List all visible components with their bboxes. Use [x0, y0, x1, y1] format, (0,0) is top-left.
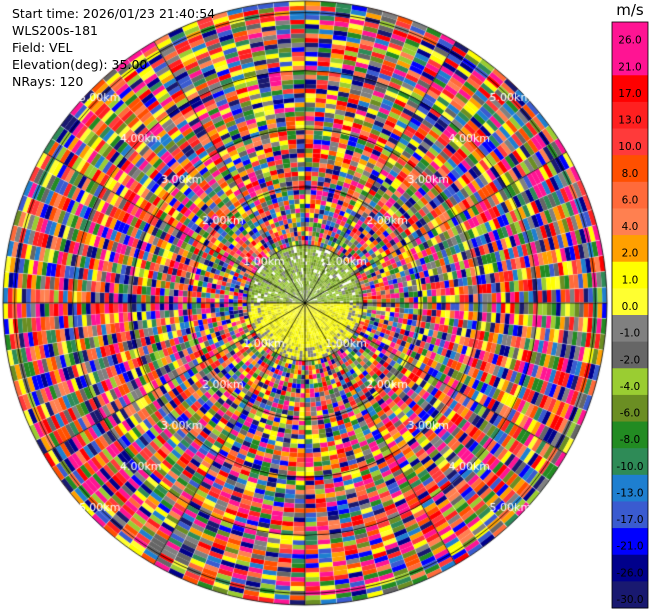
colorbar-tick-label: 1.0: [622, 274, 639, 286]
start-time-label: Start time: 2026/01/23 21:40:54: [12, 6, 216, 21]
colorbar-swatch: [612, 421, 648, 449]
colorbar-tick-label: -10.0: [616, 461, 643, 473]
colorbar-swatch: [612, 448, 648, 476]
colorbar-tick-label: -6.0: [620, 408, 641, 420]
colorbar-swatch: [612, 208, 648, 236]
colorbar-swatch: [612, 155, 648, 183]
colorbar-swatch: [612, 554, 648, 582]
colorbar-tick-label: -30.0: [616, 594, 643, 606]
colorbar-tick-label: -21.0: [616, 541, 643, 553]
ppi-velocity-plot: [0, 0, 610, 610]
colorbar-tick-label: 8.0: [622, 168, 639, 180]
colorbar-tick-label: -17.0: [616, 514, 643, 526]
colorbar-swatch: [612, 501, 648, 529]
colorbar-tick-label: 17.0: [618, 88, 641, 100]
instrument-label: WLS200s-181: [12, 23, 98, 38]
colorbar-tick-label: -13.0: [616, 487, 643, 499]
colorbar-swatch: [612, 22, 648, 50]
elevation-label: Elevation(deg): 35.00: [12, 57, 148, 72]
field-label: Field: VEL: [12, 40, 73, 55]
colorbar-tick-label: -8.0: [620, 434, 641, 446]
colorbar-tick-label: 0.0: [622, 301, 639, 313]
colorbar-tick-label: 10.0: [618, 141, 641, 153]
colorbar-swatch: [612, 261, 648, 289]
colorbar-tick-label: -2.0: [620, 354, 641, 366]
velocity-colorbar: m/s 26.0 21.0 17.0 13.0 10.0 8.0 6.0 4.0 2.0 1.0 0.…: [611, 1, 649, 609]
colorbar-tick-label: -4.0: [620, 381, 641, 393]
colorbar-tick-label: 6.0: [622, 194, 639, 206]
colorbar-swatch: [612, 394, 648, 423]
colorbar-tick-label: 4.0: [622, 221, 639, 233]
colorbar-swatch: [612, 288, 648, 316]
colorbar-title: m/s: [616, 1, 644, 19]
colorbar-swatch: [612, 581, 648, 609]
colorbar-swatch: [612, 48, 648, 76]
colorbar-swatch: [612, 341, 648, 369]
colorbar-tick-label: -26.0: [616, 567, 643, 579]
colorbar-swatch: [612, 75, 648, 103]
colorbar-tick-label: 26.0: [618, 35, 641, 47]
scan-metadata: Start time: 2026/01/23 21:40:54 WLS200s-…: [12, 5, 215, 90]
colorbar-tick-label: -1.0: [620, 328, 641, 340]
colorbar-swatch: [612, 101, 648, 130]
colorbar-swatch: [612, 315, 648, 343]
colorbar-swatch: [612, 235, 648, 263]
colorbar-frame: [611, 21, 649, 609]
colorbar-tick-label: 21.0: [618, 61, 641, 73]
colorbar-swatch: [612, 528, 648, 556]
colorbar-tick-label: 13.0: [618, 115, 641, 127]
colorbar-tick-label: 2.0: [622, 248, 639, 260]
colorbar-swatch: [612, 474, 648, 502]
colorbar-swatch: [612, 181, 648, 209]
nrays-label: NRays: 120: [12, 74, 84, 89]
colorbar-swatch: [612, 368, 648, 396]
colorbar-swatch: [612, 128, 648, 156]
